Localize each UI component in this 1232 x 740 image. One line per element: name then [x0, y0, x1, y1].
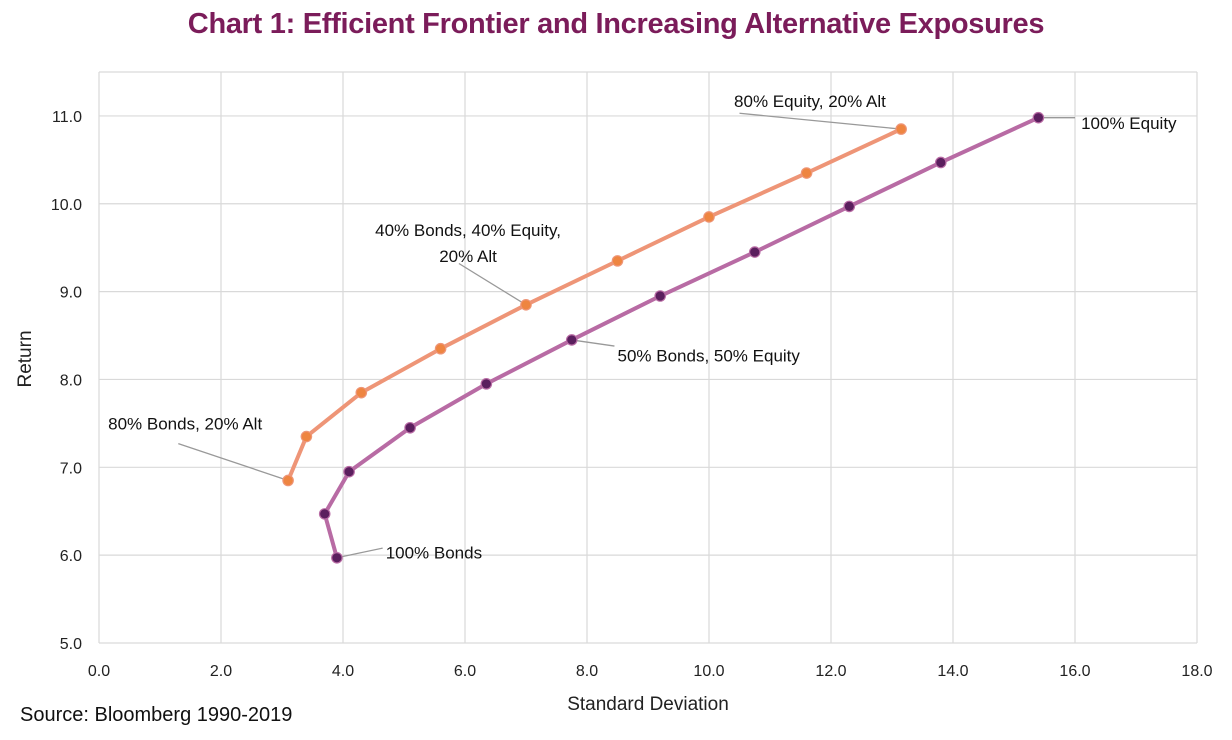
- series-alt: [282, 123, 907, 487]
- x-tick-label: 10.0: [693, 663, 724, 680]
- data-point: [800, 167, 813, 179]
- annotation-line: 80% Equity, 20% Alt: [734, 92, 886, 111]
- annotation-label: 50% Bonds, 50% Equity: [618, 347, 801, 366]
- annotation-line: 50% Bonds, 50% Equity: [618, 347, 801, 366]
- data-point: [318, 508, 331, 520]
- annotation-leader-line: [458, 262, 527, 306]
- x-tick-label: 2.0: [210, 663, 232, 680]
- chart-title: Chart 1: Efficient Frontier and Increasi…: [187, 8, 1045, 40]
- y-axis-label: Return: [15, 330, 36, 387]
- x-axis-label: Standard Deviation: [567, 694, 729, 715]
- data-point: [1032, 111, 1045, 124]
- x-tick-label: 4.0: [332, 663, 354, 680]
- series: [282, 111, 1045, 564]
- x-tick-label: 6.0: [454, 663, 476, 680]
- annotation-leader-line: [336, 547, 383, 559]
- source-note: Source: Bloomberg 1990-2019: [20, 704, 293, 726]
- x-tick-label: 12.0: [815, 663, 846, 680]
- y-tick-label: 8.0: [60, 372, 82, 389]
- series-line: [286, 127, 904, 483]
- annotation-leader-line: [739, 112, 902, 130]
- annotation-label: 80% Equity, 20% Alt: [734, 92, 886, 111]
- data-point: [843, 200, 856, 213]
- x-tick-label: 14.0: [937, 663, 968, 680]
- grid: [98, 71, 1198, 644]
- annotation-label: 100% Equity: [1081, 114, 1177, 133]
- annotation-label: 40% Bonds, 40% Equity, 20% Alt: [375, 221, 561, 266]
- x-tick-labels: 0.0 2.0 4.0 6.0 8.0 10.0 12.0 14.0 16.0 18.0: [88, 663, 1213, 680]
- annotation-label: 80% Bonds, 20% Alt: [108, 414, 262, 433]
- annotation-label: 100% Bonds: [386, 544, 482, 563]
- series-base: [318, 111, 1045, 564]
- x-tick-label: 18.0: [1181, 663, 1212, 680]
- annotation-leader-line: [178, 442, 289, 482]
- x-tick-label: 16.0: [1059, 663, 1090, 680]
- x-tick-label: 8.0: [576, 663, 598, 680]
- y-tick-label: 6.0: [60, 548, 82, 565]
- data-point: [703, 211, 715, 223]
- data-point: [300, 430, 313, 443]
- data-point: [480, 378, 493, 390]
- data-point: [331, 551, 343, 564]
- y-tick-label: 11.0: [52, 109, 82, 126]
- data-point: [404, 421, 416, 434]
- data-point: [611, 255, 624, 267]
- series-line: [322, 115, 1041, 560]
- annotation-line: 100% Equity: [1081, 114, 1177, 133]
- y-tick-label: 5.0: [60, 636, 82, 653]
- data-point: [934, 156, 947, 169]
- data-point: [654, 290, 666, 302]
- annotation-line: 40% Bonds, 40% Equity,: [375, 221, 561, 240]
- y-tick-labels: 5.0 6.0 7.0 8.0 9.0 10.0 11.0: [51, 109, 82, 653]
- data-point: [434, 342, 447, 355]
- annotation-line: 20% Alt: [439, 247, 497, 266]
- annotations: 80% Equity, 20% Alt 100% Equity 40% Bonds,…: [108, 92, 1177, 563]
- x-tick-label: 0.0: [88, 663, 110, 680]
- data-point: [520, 298, 532, 311]
- annotation-leaders: [178, 112, 1075, 559]
- annotation-line: 80% Bonds, 20% Alt: [108, 414, 262, 433]
- data-point: [895, 123, 907, 135]
- data-point: [355, 386, 368, 399]
- data-point: [343, 465, 355, 478]
- data-point: [565, 334, 578, 346]
- y-tick-label: 7.0: [60, 460, 82, 477]
- annotation-line: 100% Bonds: [386, 544, 482, 563]
- data-point: [282, 474, 294, 487]
- y-tick-label: 10.0: [51, 197, 82, 214]
- annotation-leader-line: [571, 339, 615, 347]
- data-point: [748, 246, 761, 258]
- y-tick-label: 9.0: [60, 285, 82, 302]
